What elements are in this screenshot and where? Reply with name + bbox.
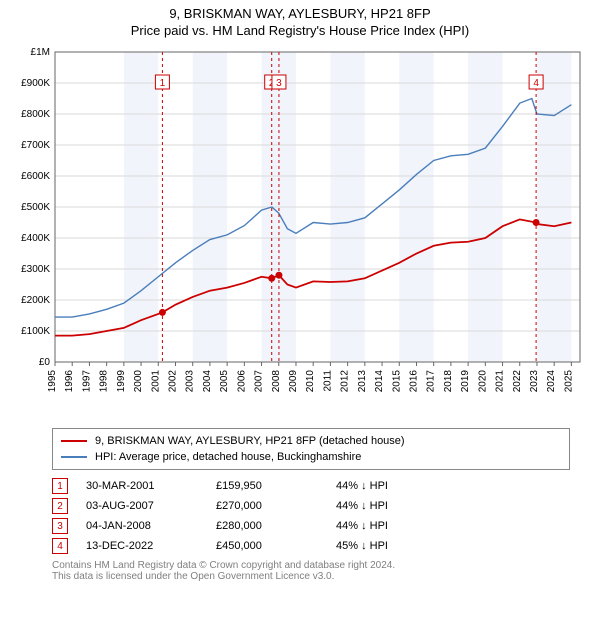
svg-text:£0: £0 bbox=[39, 357, 51, 368]
svg-text:1: 1 bbox=[160, 78, 166, 89]
svg-text:£500K: £500K bbox=[21, 202, 50, 213]
svg-text:£700K: £700K bbox=[21, 140, 50, 151]
transaction-pct: 44% ↓ HPI bbox=[336, 480, 436, 492]
chart-svg: £0 £100K £200K £300K £400K £500K £600K £700K £80… bbox=[10, 42, 590, 422]
transaction-pct: 45% ↓ HPI bbox=[336, 540, 436, 552]
legend-swatch bbox=[61, 440, 87, 442]
chart-area: £0 £100K £200K £300K £400K £500K £600K £700K £80… bbox=[10, 42, 590, 422]
transaction-date: 13-DEC-2022 bbox=[86, 540, 216, 552]
svg-text:2012: 2012 bbox=[340, 370, 351, 393]
transaction-row: 2 03-AUG-2007£270,00044% ↓ HPI bbox=[52, 496, 570, 516]
svg-text:£1M: £1M bbox=[31, 47, 50, 58]
svg-text:2011: 2011 bbox=[322, 370, 333, 392]
legend-label: 9, BRISKMAN WAY, AYLESBURY, HP21 8FP (de… bbox=[95, 435, 405, 447]
legend-label: HPI: Average price, detached house, Buck… bbox=[95, 451, 361, 463]
transaction-date: 04-JAN-2008 bbox=[86, 520, 216, 532]
svg-text:£300K: £300K bbox=[21, 264, 50, 275]
svg-text:4: 4 bbox=[533, 78, 539, 89]
svg-text:£400K: £400K bbox=[21, 233, 50, 244]
svg-text:2004: 2004 bbox=[202, 370, 213, 393]
svg-text:1995: 1995 bbox=[47, 370, 58, 393]
svg-text:1997: 1997 bbox=[81, 370, 92, 393]
legend-swatch bbox=[61, 456, 87, 458]
transaction-table: 130-MAR-2001£159,95044% ↓ HPI203-AUG-200… bbox=[52, 476, 570, 556]
transaction-date: 30-MAR-2001 bbox=[86, 480, 216, 492]
svg-text:2005: 2005 bbox=[219, 370, 230, 393]
svg-text:2014: 2014 bbox=[374, 370, 385, 393]
svg-text:1996: 1996 bbox=[64, 370, 75, 393]
svg-text:2021: 2021 bbox=[495, 370, 506, 393]
svg-text:2018: 2018 bbox=[443, 370, 454, 393]
transaction-date: 03-AUG-2007 bbox=[86, 500, 216, 512]
transaction-pct: 44% ↓ HPI bbox=[336, 500, 436, 512]
transaction-marker: 4 bbox=[52, 538, 68, 554]
svg-text:2017: 2017 bbox=[426, 370, 437, 393]
svg-text:2020: 2020 bbox=[477, 370, 488, 393]
svg-text:2006: 2006 bbox=[236, 370, 247, 393]
svg-text:£600K: £600K bbox=[21, 171, 50, 182]
legend-box: 9, BRISKMAN WAY, AYLESBURY, HP21 8FP (de… bbox=[52, 428, 570, 470]
transaction-marker: 3 bbox=[52, 518, 68, 534]
svg-text:£100K: £100K bbox=[21, 326, 50, 337]
transaction-row: 1 30-MAR-2001£159,95044% ↓ HPI bbox=[52, 476, 570, 496]
svg-text:1999: 1999 bbox=[116, 370, 127, 393]
legend-row: 9, BRISKMAN WAY, AYLESBURY, HP21 8FP (de… bbox=[61, 433, 561, 449]
svg-text:2016: 2016 bbox=[408, 370, 419, 393]
svg-text:£800K: £800K bbox=[21, 109, 50, 120]
svg-text:2007: 2007 bbox=[254, 370, 265, 393]
title-line2: Price paid vs. HM Land Registry's House … bbox=[0, 23, 600, 38]
svg-text:2025: 2025 bbox=[563, 370, 574, 393]
transaction-price: £159,950 bbox=[216, 480, 336, 492]
transaction-price: £280,000 bbox=[216, 520, 336, 532]
footer-line1: Contains HM Land Registry data © Crown c… bbox=[52, 560, 570, 571]
svg-text:2019: 2019 bbox=[460, 370, 471, 393]
svg-text:2010: 2010 bbox=[305, 370, 316, 393]
transaction-pct: 44% ↓ HPI bbox=[336, 520, 436, 532]
transaction-price: £450,000 bbox=[216, 540, 336, 552]
transaction-row: 3 04-JAN-2008£280,00044% ↓ HPI bbox=[52, 516, 570, 536]
title-line1: 9, BRISKMAN WAY, AYLESBURY, HP21 8FP bbox=[0, 6, 600, 21]
transaction-marker: 1 bbox=[52, 478, 68, 494]
svg-text:2000: 2000 bbox=[133, 370, 144, 393]
svg-text:2008: 2008 bbox=[271, 370, 282, 393]
svg-text:2013: 2013 bbox=[357, 370, 368, 393]
footer-attribution: Contains HM Land Registry data © Crown c… bbox=[52, 560, 570, 582]
svg-text:£900K: £900K bbox=[21, 78, 50, 89]
footer-line2: This data is licensed under the Open Gov… bbox=[52, 571, 570, 582]
svg-text:2001: 2001 bbox=[150, 370, 161, 393]
transaction-price: £270,000 bbox=[216, 500, 336, 512]
svg-text:£200K: £200K bbox=[21, 295, 50, 306]
svg-text:2024: 2024 bbox=[546, 370, 557, 393]
svg-text:2009: 2009 bbox=[288, 370, 299, 393]
svg-text:2015: 2015 bbox=[391, 370, 402, 393]
svg-text:2023: 2023 bbox=[529, 370, 540, 393]
svg-text:3: 3 bbox=[276, 78, 282, 89]
svg-text:2022: 2022 bbox=[512, 370, 523, 393]
transaction-row: 4 13-DEC-2022£450,00045% ↓ HPI bbox=[52, 536, 570, 556]
transaction-marker: 2 bbox=[52, 498, 68, 514]
svg-text:1998: 1998 bbox=[99, 370, 110, 393]
svg-text:2002: 2002 bbox=[167, 370, 178, 393]
chart-title-block: 9, BRISKMAN WAY, AYLESBURY, HP21 8FP Pri… bbox=[0, 0, 600, 42]
svg-text:2003: 2003 bbox=[185, 370, 196, 393]
legend-row: HPI: Average price, detached house, Buck… bbox=[61, 449, 561, 465]
